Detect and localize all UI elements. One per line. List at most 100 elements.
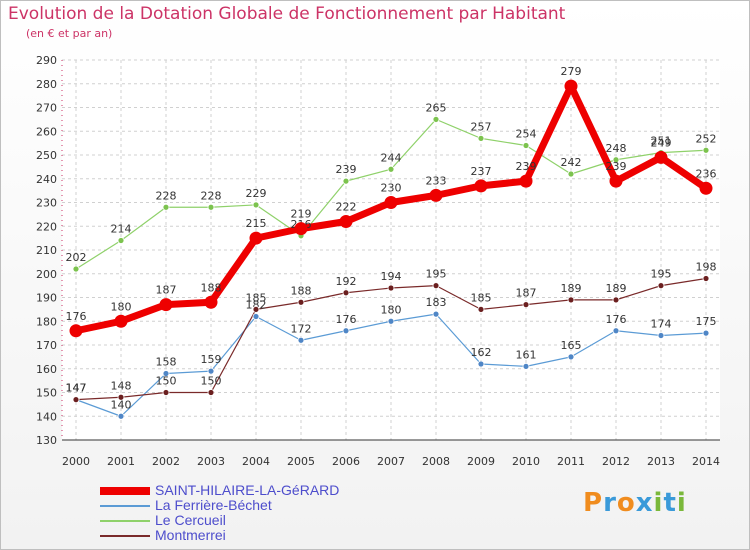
- data-label: 147: [66, 382, 87, 395]
- chart-title: Evolution de la Dotation Globale de Fonc…: [8, 4, 566, 24]
- brand-letter: o: [616, 488, 636, 518]
- data-point: [297, 298, 305, 306]
- data-point: [567, 353, 575, 361]
- data-label: 228: [156, 189, 177, 202]
- data-point: [252, 201, 260, 209]
- data-label: 252: [696, 132, 717, 145]
- data-point: [249, 231, 263, 245]
- data-label: 239: [336, 163, 357, 176]
- y-tick-label: 210: [36, 244, 57, 257]
- x-tick-label: 2010: [512, 455, 540, 468]
- data-point: [702, 329, 710, 337]
- y-tick-label: 230: [36, 197, 57, 210]
- x-tick-label: 2002: [152, 455, 180, 468]
- data-point: [702, 146, 710, 154]
- data-point: [567, 170, 575, 178]
- data-point: [387, 317, 395, 325]
- data-point: [429, 188, 443, 202]
- data-point: [522, 362, 530, 370]
- data-point: [204, 295, 218, 309]
- y-tick-label: 260: [36, 125, 57, 138]
- data-label: 242: [561, 156, 582, 169]
- data-point: [342, 289, 350, 297]
- data-point: [657, 332, 665, 339]
- brand-logo: Proxiti: [583, 488, 687, 518]
- data-point: [114, 314, 128, 328]
- data-label: 239: [516, 160, 537, 173]
- data-label: 150: [156, 375, 177, 388]
- data-label: 222: [336, 201, 357, 214]
- data-label: 229: [246, 187, 267, 200]
- y-tick-label: 200: [36, 268, 57, 281]
- data-label: 175: [696, 315, 717, 328]
- x-tick-label: 2011: [557, 455, 585, 468]
- data-point: [117, 393, 125, 401]
- brand-letter: i: [676, 488, 687, 518]
- data-label: 219: [291, 208, 312, 221]
- data-label: 172: [291, 322, 312, 335]
- legend-swatch: [100, 505, 150, 507]
- data-point: [69, 324, 83, 338]
- data-label: 189: [561, 282, 582, 295]
- data-point: [432, 310, 440, 318]
- data-label: 198: [696, 261, 717, 274]
- data-point: [477, 305, 485, 313]
- data-label: 265: [426, 101, 447, 114]
- data-point: [564, 79, 578, 93]
- y-tick-label: 290: [36, 54, 57, 67]
- data-label: 188: [201, 281, 222, 294]
- data-point: [657, 282, 665, 290]
- data-point: [252, 305, 260, 313]
- data-label: 237: [471, 165, 492, 178]
- data-label: 180: [111, 300, 132, 313]
- data-label: 158: [156, 356, 177, 369]
- data-point: [654, 150, 668, 164]
- legend-label: SAINT-HILAIRE-LA-GéRARD: [155, 482, 340, 498]
- data-point: [294, 222, 308, 236]
- data-label: 215: [246, 217, 267, 230]
- data-label: 189: [606, 282, 627, 295]
- data-label: 228: [201, 189, 222, 202]
- brand-letter: t: [663, 488, 677, 518]
- data-label: 180: [381, 303, 402, 316]
- data-point: [117, 412, 125, 420]
- data-point: [339, 215, 353, 228]
- data-point: [72, 265, 80, 273]
- data-point: [117, 237, 125, 244]
- data-point: [432, 115, 440, 123]
- x-tick-label: 2001: [107, 455, 135, 468]
- x-tick-label: 2005: [287, 455, 315, 468]
- legend-swatch: [100, 520, 150, 522]
- data-label: 185: [471, 291, 492, 304]
- data-label: 236: [696, 167, 717, 180]
- brand-letter: x: [635, 488, 654, 518]
- data-label: 182: [246, 299, 267, 312]
- data-label: 233: [426, 174, 447, 187]
- data-label: 251: [651, 135, 672, 148]
- y-tick-label: 140: [36, 410, 57, 423]
- legend-swatch: [100, 487, 150, 495]
- x-tick-label: 2000: [62, 455, 90, 468]
- x-tick-label: 2003: [197, 455, 225, 468]
- data-label: 140: [111, 398, 132, 411]
- x-tick-label: 2006: [332, 455, 360, 468]
- data-point: [207, 203, 215, 211]
- data-label: 195: [426, 268, 447, 281]
- y-tick-label: 170: [36, 339, 57, 352]
- x-tick-label: 2013: [647, 455, 675, 468]
- data-point: [207, 367, 215, 375]
- data-point: [699, 181, 713, 195]
- data-point: [207, 389, 215, 396]
- data-label: 214: [111, 223, 132, 236]
- data-label: 183: [426, 296, 447, 309]
- data-label: 187: [156, 284, 177, 297]
- y-tick-label: 220: [36, 220, 57, 233]
- y-tick-label: 150: [36, 387, 57, 400]
- brand-letter: P: [583, 488, 604, 518]
- x-tick-label: 2007: [377, 455, 405, 468]
- data-label: 176: [606, 313, 627, 326]
- data-label: 249: [651, 136, 672, 149]
- data-label: 202: [66, 251, 87, 264]
- data-point: [522, 301, 530, 309]
